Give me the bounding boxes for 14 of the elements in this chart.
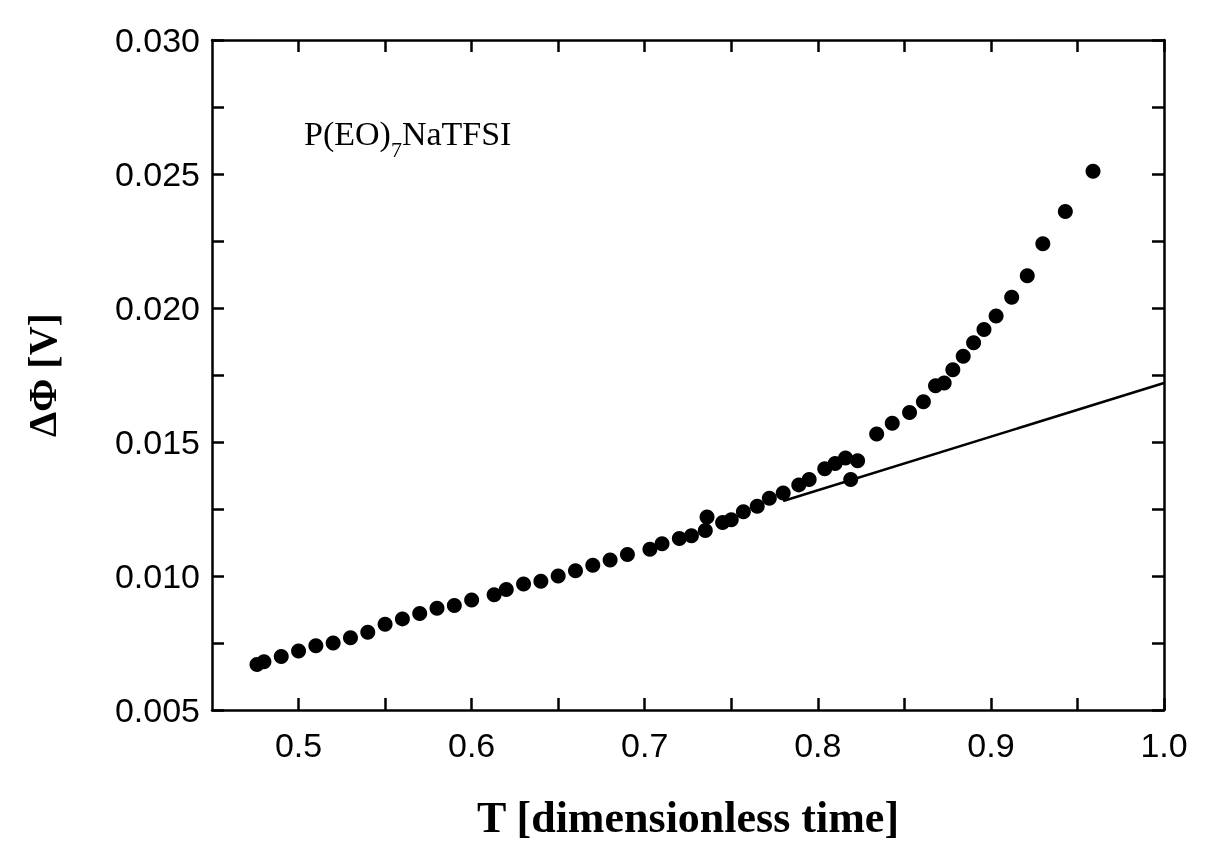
y-tick-label: 0.015: [114, 423, 200, 461]
y-axis-title: ΔΦ [V]: [19, 313, 65, 437]
x-tick-label: 0.6: [448, 726, 496, 764]
x-tick-label: 0.5: [274, 726, 323, 764]
y-tick-label: 0.020: [114, 289, 200, 327]
x-axis-title: T [dimensionless time]: [476, 792, 900, 842]
y-tick-label: 0.030: [114, 21, 200, 59]
x-tick-label: 1.0: [1140, 726, 1188, 764]
y-tick-label: 0.010: [114, 557, 200, 595]
x-tick-label: 0.7: [621, 726, 669, 764]
y-tick-label: 0.025: [114, 155, 200, 193]
x-tick-label: 0.8: [794, 726, 842, 764]
y-tick-label: 0.005: [114, 691, 200, 729]
x-tick-label: 0.9: [967, 726, 1015, 764]
